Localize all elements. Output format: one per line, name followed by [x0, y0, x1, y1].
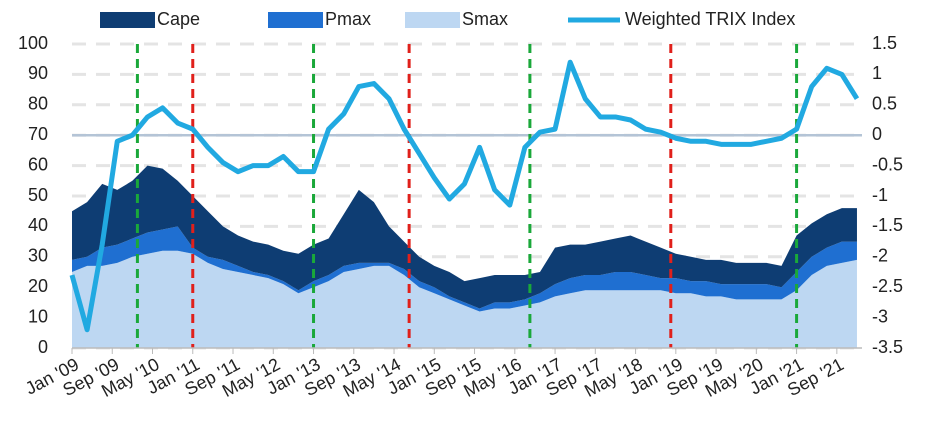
y2-tick-label: -3.5	[872, 337, 903, 357]
y-tick-label: 70	[28, 124, 48, 144]
legend-swatch	[100, 12, 155, 28]
y-tick-label: 90	[28, 63, 48, 83]
y-tick-label: 80	[28, 94, 48, 114]
legend-label: Weighted TRIX Index	[625, 9, 795, 29]
y2-tick-label: -2.5	[872, 276, 903, 296]
line	[69, 59, 860, 333]
y2-tick-label: -1	[872, 185, 888, 205]
y2-tick-label: -2	[872, 246, 888, 266]
y2-tick-label: 0.5	[872, 94, 897, 114]
legend-swatch	[268, 12, 323, 28]
legend-label: Cape	[157, 9, 200, 29]
y-tick-label: 20	[28, 276, 48, 296]
legend-label: Smax	[462, 9, 508, 29]
y2-tick-label: 1.5	[872, 33, 897, 53]
y-tick-label: 40	[28, 215, 48, 235]
y-tick-label: 30	[28, 246, 48, 266]
legend-label: Pmax	[325, 9, 371, 29]
y-tick-label: 50	[28, 185, 48, 205]
area	[72, 250, 857, 348]
y2-tick-label: -1.5	[872, 215, 903, 235]
y2-tick-label: 1	[872, 63, 882, 83]
area	[72, 226, 857, 312]
y-tick-label: 60	[28, 154, 48, 174]
y2-tick-label: -3	[872, 306, 888, 326]
y-tick-label: 10	[28, 306, 48, 326]
legend-swatch	[405, 12, 460, 28]
y2-tick-label: -0.5	[872, 154, 903, 174]
y2-tick-label: 0	[872, 124, 882, 144]
y-tick-label: 100	[18, 33, 48, 53]
y-tick-label: 0	[38, 337, 48, 357]
area	[72, 165, 857, 309]
